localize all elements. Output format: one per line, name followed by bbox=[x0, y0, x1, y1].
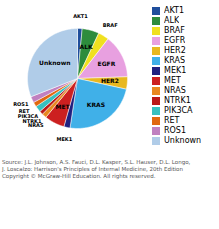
svg-text:KRAS: KRAS bbox=[87, 101, 105, 108]
html-text:BRAF: BRAF bbox=[164, 26, 185, 35]
svg-text:NTRK1: NTRK1 bbox=[22, 118, 42, 124]
html-text:ALK: ALK bbox=[164, 16, 180, 25]
html-text:AKT1: AKT1 bbox=[164, 6, 185, 15]
svg-text:RET: RET bbox=[19, 108, 30, 114]
html-text:Unknown: Unknown bbox=[164, 136, 202, 145]
html-text:NTRK1: NTRK1 bbox=[164, 96, 191, 105]
svg-text:NRAS: NRAS bbox=[28, 121, 44, 128]
html-text:KRAS: KRAS bbox=[164, 56, 185, 65]
svg-text:ALK: ALK bbox=[79, 43, 92, 50]
html-text:Source: J.L. Johnson, A.S. Fau: Source: J.L. Johnson, A.S. Fauci, D.L. K… bbox=[2, 159, 191, 179]
svg-text:MET: MET bbox=[55, 103, 70, 110]
svg-text:PIK3CA: PIK3CA bbox=[18, 113, 39, 119]
svg-text:HER2: HER2 bbox=[101, 77, 119, 84]
svg-text:AKT1: AKT1 bbox=[73, 13, 88, 19]
html-text:ROS1: ROS1 bbox=[164, 126, 186, 135]
html-text:MEK1: MEK1 bbox=[164, 66, 187, 75]
html-text:HER2: HER2 bbox=[164, 46, 186, 55]
html-text:PIK3CA: PIK3CA bbox=[164, 106, 193, 115]
html-text:RET: RET bbox=[164, 116, 180, 125]
svg-text:MEK1: MEK1 bbox=[56, 136, 72, 142]
html-text:MET: MET bbox=[164, 76, 181, 85]
html-text:EGFR: EGFR bbox=[164, 36, 186, 45]
svg-text:ROS1: ROS1 bbox=[13, 101, 29, 107]
svg-text:BRAF: BRAF bbox=[103, 22, 118, 28]
html-text:NRAS: NRAS bbox=[164, 86, 186, 95]
svg-text:Unknown: Unknown bbox=[39, 59, 70, 66]
svg-text:EGFR: EGFR bbox=[98, 60, 116, 67]
